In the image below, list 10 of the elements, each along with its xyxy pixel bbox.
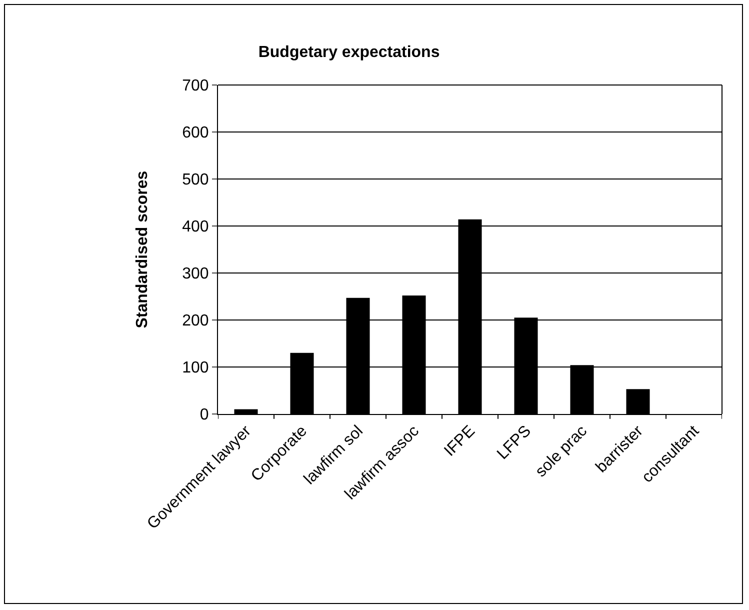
y-tick-label: 400 [182, 218, 209, 236]
y-tick-label: 300 [182, 266, 209, 283]
y-axis-title: Standardised scores [134, 170, 151, 328]
y-tick-label: 200 [182, 312, 209, 330]
chart-title: Budgetary expectations [258, 44, 440, 61]
y-tick-label: 0 [200, 406, 209, 424]
y-tick-label: 600 [182, 124, 209, 142]
y-tick-label: 500 [182, 172, 209, 189]
y-tick-label: 100 [182, 360, 209, 377]
y-tick-label: 700 [182, 78, 209, 95]
